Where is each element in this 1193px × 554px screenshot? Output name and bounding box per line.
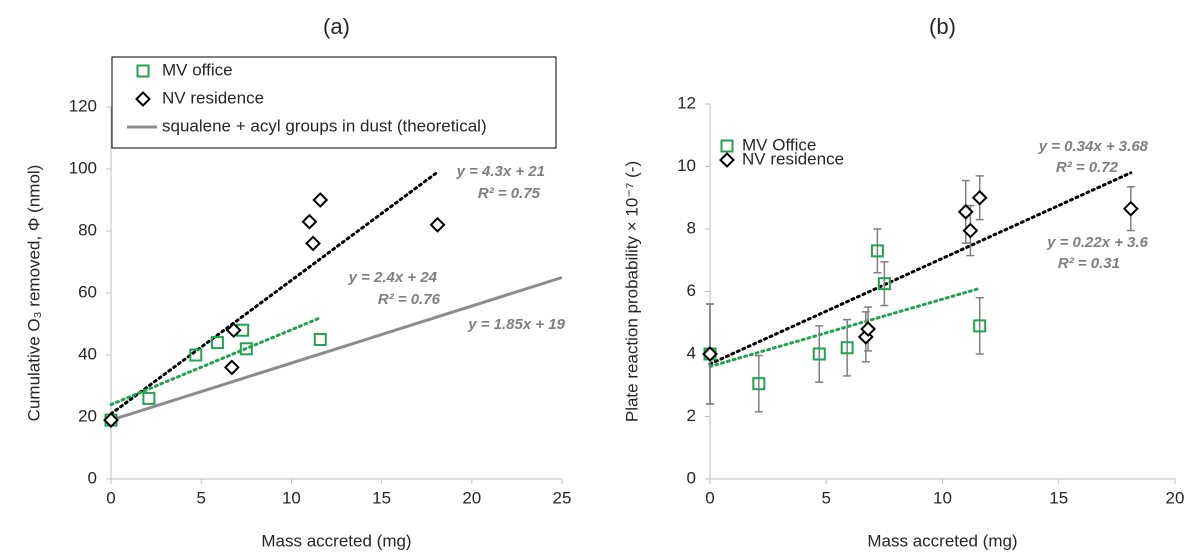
- error-bar: [975, 297, 984, 355]
- chart-title: (b): [929, 14, 956, 39]
- marker-square: [239, 342, 253, 356]
- marker-square: [189, 348, 203, 362]
- x-tick-label: 25: [553, 488, 572, 507]
- x-tick-label: 0: [106, 488, 115, 507]
- trendline: [109, 316, 322, 407]
- marker-square: [870, 244, 884, 258]
- marker-diamond: [962, 222, 979, 239]
- y-tick-label: 12: [677, 93, 696, 112]
- y-tick-label: 20: [78, 406, 97, 425]
- trend-r2: R² = 0.75: [478, 185, 541, 202]
- trend-r2: R² = 0.31: [1058, 255, 1120, 272]
- marker-diamond: [957, 203, 974, 220]
- y-tick-label: 100: [69, 158, 97, 177]
- marker-square: [142, 391, 156, 405]
- x-axis-label: Mass accreted (mg): [261, 531, 411, 550]
- x-tick-label: 5: [196, 488, 205, 507]
- legend-box: [111, 56, 557, 149]
- x-tick-label: 20: [1166, 488, 1185, 507]
- chart-title: (a): [323, 14, 350, 39]
- error-bar: [815, 325, 824, 383]
- marker-diamond: [225, 322, 242, 339]
- legend-label: NV residence: [162, 88, 264, 107]
- error-bar: [843, 318, 852, 377]
- chart: (a) Mass accreted (mg) Cumulative O₃ remov…: [24, 14, 571, 551]
- marker-diamond: [1122, 200, 1139, 217]
- trendline: [708, 286, 982, 368]
- x-tick-label: 15: [1049, 488, 1068, 507]
- y-axis-label: Cumulative O₃ removed, Φ (nmol): [24, 165, 43, 422]
- chart: (b) Mass accreted (mg) Plate reaction prob…: [622, 14, 1184, 551]
- y-tick-label: 0: [88, 468, 97, 487]
- legend-label: MV office: [162, 60, 233, 79]
- trend-r2: R² = 0.72: [1056, 159, 1119, 176]
- x-tick-label: 20: [462, 488, 481, 507]
- marker-square: [210, 336, 224, 350]
- marker-diamond: [305, 235, 321, 252]
- x-tick-label: 10: [282, 488, 301, 507]
- trend-r2: R² = 0.76: [378, 291, 441, 308]
- y-tick-label: 80: [78, 220, 97, 239]
- y-tick-label: 8: [687, 218, 696, 237]
- trend-equation: y = 0.22x + 3.6: [1046, 234, 1149, 251]
- legend-label: squalene + acyl groups in dust (theoreti…: [162, 116, 487, 135]
- trend-equation: y = 2.4x + 24: [348, 269, 438, 286]
- error-bar: [880, 261, 889, 307]
- marker-square: [973, 319, 987, 333]
- marker-diamond: [702, 346, 718, 362]
- marker-diamond: [223, 359, 240, 376]
- y-tick-label: 60: [78, 282, 97, 301]
- marker-square: [752, 377, 766, 391]
- x-axis-label: Mass accreted (mg): [867, 531, 1017, 550]
- x-tick-label: 0: [705, 488, 714, 507]
- marker-diamond: [429, 216, 446, 233]
- y-tick-label: 120: [69, 96, 97, 115]
- marker-square: [840, 341, 854, 355]
- legend-label: NV residence: [742, 149, 844, 168]
- trend-equation: y = 0.34x + 3.68: [1038, 138, 1149, 155]
- trend-equation: y = 1.85x + 19: [467, 316, 565, 333]
- x-tick-label: 15: [372, 488, 391, 507]
- marker-diamond: [312, 192, 329, 208]
- y-tick-label: 0: [687, 468, 696, 487]
- marker-diamond: [103, 412, 119, 429]
- y-tick-label: 4: [687, 343, 696, 362]
- y-tick-label: 2: [687, 406, 696, 425]
- x-tick-label: 10: [933, 488, 952, 507]
- y-tick-label: 40: [78, 344, 97, 363]
- y-axis-label: Plate reaction probability × 10⁻⁷ (-): [622, 161, 641, 422]
- trendline: [109, 170, 440, 416]
- y-tick-label: 6: [687, 281, 696, 300]
- y-tick-label: 10: [677, 156, 696, 175]
- marker-square: [136, 64, 150, 78]
- marker-diamond: [719, 152, 735, 168]
- marker-diamond: [860, 321, 877, 337]
- marker-square: [812, 347, 826, 361]
- marker-diamond: [135, 91, 151, 107]
- trend-equation: y = 4.3x + 21: [456, 163, 545, 180]
- x-tick-label: 5: [822, 488, 831, 507]
- marker-square: [313, 333, 327, 346]
- marker-square: [720, 139, 734, 153]
- trendline: [110, 276, 563, 422]
- marker-square: [877, 277, 891, 291]
- legend-label: MV Office: [742, 135, 816, 154]
- marker-diamond: [301, 213, 318, 230]
- error-bar: [873, 228, 882, 274]
- marker-diamond: [971, 189, 988, 206]
- error-bar: [754, 354, 763, 413]
- trendline: [708, 171, 1133, 366]
